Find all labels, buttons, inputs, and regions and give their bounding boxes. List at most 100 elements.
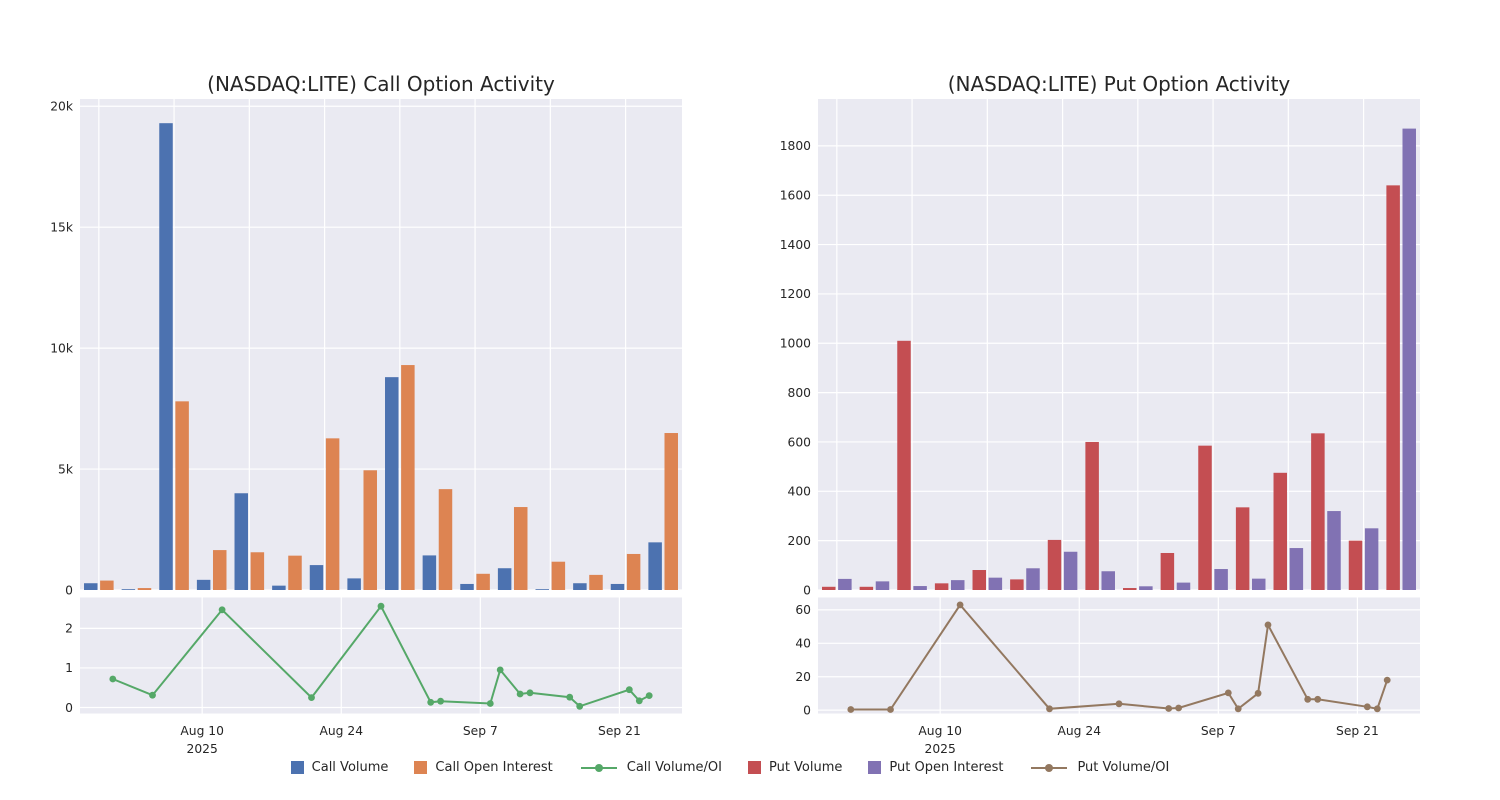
put-x-tick-label: Sep 21 — [1336, 724, 1379, 738]
put-volume-bar — [1273, 472, 1288, 590]
call-volume-bar — [535, 589, 550, 590]
put-ratio-point — [1175, 704, 1182, 712]
put-open-interest-bar — [1364, 528, 1379, 590]
put-open-interest-bar — [1139, 586, 1153, 590]
call-open-interest-bar — [363, 470, 377, 590]
put-ratio-y-tick-label: 0 — [803, 703, 811, 717]
put-volume-swatch-icon — [747, 761, 761, 774]
legend-item-call-open-interest: Call Open Interest — [414, 760, 553, 775]
put-volume-bar — [1085, 441, 1099, 590]
put-ratio-point — [1383, 676, 1391, 684]
call-open-interest-bar — [100, 580, 114, 590]
call-ratio-y-tick-label: 1 — [65, 661, 73, 675]
put-open-interest-bar — [875, 581, 890, 590]
legend-item-call-volume: Call Volume — [290, 760, 389, 775]
call-ratio-point — [437, 697, 444, 705]
call-ratio-point — [576, 702, 584, 710]
call-volume-bar — [422, 555, 437, 590]
put-open-interest-bar — [1402, 128, 1416, 591]
call-ratio-point — [526, 689, 534, 697]
call-x-tick-label: Sep 7 — [463, 724, 498, 738]
put-main-y-tick-label: 400 — [788, 485, 811, 499]
call-open-interest-bar — [664, 433, 678, 590]
put-ratio-point — [1224, 689, 1232, 697]
put-main-y-tick-label: 1200 — [780, 287, 811, 301]
put-ratio-point — [1234, 705, 1242, 713]
put-open-interest-bar — [1176, 582, 1191, 590]
put-volume-bar — [1010, 579, 1024, 590]
put-x-tick-label: Aug 10 — [918, 724, 962, 738]
call-ratio-point — [486, 700, 494, 707]
call-open-interest-bar — [438, 489, 453, 590]
call-open-interest-bar — [137, 588, 152, 590]
put-main-y-tick-label: 800 — [788, 386, 811, 400]
put-volume-bar — [1386, 185, 1400, 590]
call-ratio-point — [377, 602, 385, 610]
call-ratio-y-tick-label: 0 — [65, 701, 73, 715]
call-ratio-point — [496, 666, 504, 674]
call-volume-bar — [648, 542, 662, 590]
call-open-interest-swatch-icon — [414, 761, 428, 774]
legend-label: Call Volume — [311, 760, 389, 775]
legend-item-put-volume: Put Volume — [747, 760, 842, 775]
put-volume-bar — [1311, 433, 1325, 590]
put-volume-bar — [1123, 588, 1137, 590]
put-ratio-point — [887, 706, 894, 713]
put-volume-bar — [1047, 539, 1062, 590]
call-volume-bar — [309, 565, 324, 590]
put-main-y-tick-label: 0 — [803, 583, 811, 597]
call-open-interest-bar — [626, 553, 641, 590]
call-ratio-point — [645, 692, 653, 699]
put-volume-bar — [1160, 552, 1175, 590]
put-volume-bar — [1198, 445, 1212, 590]
put-ratio-gridlines — [818, 597, 1420, 714]
put-open-interest-swatch-icon — [868, 761, 882, 774]
legend-item-call-volume-oi: Call Volume/OI — [579, 760, 722, 775]
call-main-y-tick-label: 10k — [50, 341, 74, 355]
put-ratio-points — [847, 601, 1391, 713]
put-ratio-point — [1115, 700, 1123, 708]
put-ratio-point — [1304, 695, 1312, 703]
call-volume-bar — [272, 585, 286, 590]
legend-label: Call Open Interest — [435, 760, 553, 775]
put-main-y-tick-label: 1800 — [780, 139, 811, 153]
put-ratio-y-tick-label: 20 — [795, 670, 811, 684]
call-volume-bar — [497, 568, 512, 590]
put-x-tick-label: Sep 7 — [1201, 724, 1236, 738]
call-ratio-line — [112, 604, 650, 708]
call-open-interest-bars — [100, 365, 678, 590]
call-volume-bar — [347, 578, 361, 590]
put-volume-bar — [972, 570, 987, 590]
call-volume-bar — [84, 583, 98, 590]
call-ratio-point — [427, 698, 435, 706]
legend-item-put-volume-oi: Put Volume/OI — [1029, 760, 1169, 775]
call-open-interest-bar — [401, 365, 415, 590]
put-open-interest-bar — [1251, 578, 1266, 590]
call-volume-bar — [234, 493, 249, 590]
call-chart: 0 5k 10k 15k 20k 0 1 2 Aug 10 2025 Aug 24 Sep 7 Sep … — [50, 72, 682, 756]
call-ratio-point — [625, 686, 633, 694]
call-volume-bar — [460, 583, 474, 590]
put-volume-bar — [822, 586, 836, 590]
put-ratio-point — [1046, 705, 1053, 713]
call-ratio-plot-area — [80, 597, 682, 714]
call-main-y-tick-label: 0 — [65, 583, 73, 597]
put-main-y-tick-label: 600 — [788, 435, 811, 449]
legend-item-put-open-interest: Put Open Interest — [868, 760, 1003, 775]
put-open-interest-bar — [838, 578, 852, 590]
chart-legend: Call Volume Call Open Interest Call Volu… — [0, 760, 1480, 775]
legend-label: Put Open Interest — [889, 760, 1004, 775]
put-open-interest-bar — [1101, 571, 1115, 590]
put-ratio-point — [1264, 621, 1272, 629]
call-main-y-tick-label: 5k — [58, 462, 74, 476]
call-ratio-point — [308, 694, 315, 701]
call-open-interest-bar — [212, 550, 227, 590]
call-volume-bar — [385, 377, 399, 590]
put-ratio-line-swatch-icon — [1031, 763, 1068, 772]
call-open-interest-bar — [513, 507, 528, 590]
put-ratio-point — [1363, 703, 1371, 711]
put-main-y-tick-label: 200 — [788, 534, 811, 548]
put-volume-bar — [859, 586, 874, 590]
put-open-interest-bar — [913, 586, 927, 590]
